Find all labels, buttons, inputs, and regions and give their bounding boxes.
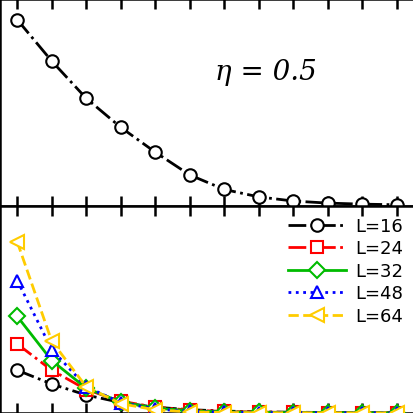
Text: η = 0.5: η = 0.5	[215, 59, 316, 86]
Legend: L=16, L=24, L=32, L=48, L=64: L=16, L=24, L=32, L=48, L=64	[286, 216, 404, 327]
